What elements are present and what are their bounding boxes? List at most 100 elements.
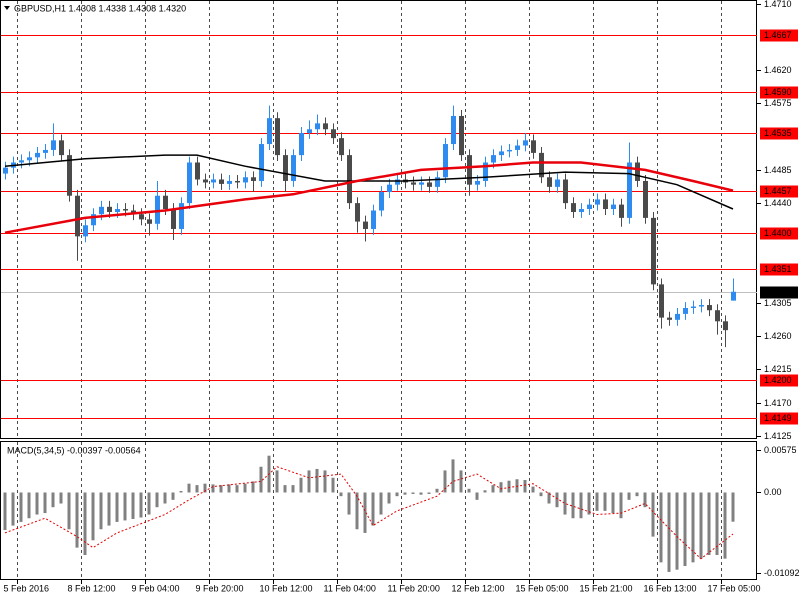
candle-body: [667, 317, 672, 320]
macd-bar: [443, 470, 447, 493]
macd-bar: [203, 483, 207, 493]
candle-body: [547, 177, 552, 187]
candle-body: [347, 155, 352, 204]
candle-body: [731, 291, 736, 301]
candle-body: [3, 167, 8, 174]
candle-body: [707, 305, 712, 311]
candle-body: [523, 140, 528, 146]
macd-bar: [699, 492, 703, 559]
level-label: 1.4667: [764, 30, 792, 40]
candle-body: [411, 182, 416, 185]
macd-bar: [99, 492, 103, 530]
level-label: 1.4590: [764, 87, 792, 97]
macd-bar: [139, 492, 143, 518]
candle-body: [395, 179, 400, 185]
macd-bar: [427, 492, 431, 494]
macd-bar: [411, 492, 415, 494]
macd-bar: [131, 492, 135, 519]
x-tick-label: 9 Feb 20:00: [196, 583, 244, 593]
candle-body: [155, 195, 160, 224]
macd-bar: [339, 492, 343, 497]
current-price-box: [760, 286, 798, 299]
x-tick-label: 15 Feb 21:00: [580, 583, 633, 593]
macd-bar: [571, 492, 575, 519]
y-tick-label: 1.4485: [764, 165, 792, 175]
macd-bar: [331, 477, 335, 493]
candle-body: [363, 221, 368, 229]
candle-body: [691, 306, 696, 309]
macd-bar: [171, 492, 175, 500]
macd-bar: [379, 492, 383, 515]
candle-body: [339, 138, 344, 156]
candle-body: [99, 206, 104, 215]
macd-bar: [259, 466, 263, 493]
candle-body: [35, 152, 40, 158]
candle-body: [563, 179, 568, 204]
candle-body: [459, 115, 464, 156]
candle-body: [323, 123, 328, 130]
candle-body: [163, 195, 168, 210]
macd-bar: [595, 492, 599, 511]
macd-bar: [635, 492, 639, 497]
macd-bar: [19, 492, 23, 522]
macd-bar: [579, 492, 583, 519]
macd-bar: [643, 492, 647, 508]
candle-body: [371, 210, 376, 229]
candle-body: [27, 157, 32, 161]
macd-bar: [659, 492, 663, 563]
candle-body: [235, 180, 240, 183]
candle-body: [635, 162, 640, 181]
candle-body: [115, 209, 120, 212]
macd-bar: [451, 459, 455, 493]
moving-average: [4, 154, 734, 210]
macd-bar: [715, 492, 719, 555]
macd-label: MACD(5,34,5) -0.00397 -0.00564: [7, 445, 141, 455]
macd-bar: [531, 486, 535, 493]
macd-bar: [491, 485, 495, 493]
macd-bar: [283, 485, 287, 493]
macd-bar: [475, 492, 479, 500]
macd-bar: [667, 492, 671, 572]
candle-body: [283, 155, 288, 181]
y-tick-label: -0.01092: [764, 568, 800, 578]
candle-body: [307, 129, 312, 133]
macd-bar: [155, 492, 159, 508]
macd-bar: [651, 492, 655, 537]
candle-body: [43, 149, 48, 153]
price-panel: [0, 0, 757, 439]
macd-bar: [419, 492, 423, 495]
candle-body: [587, 204, 592, 210]
macd-bar: [507, 480, 511, 493]
macd-panel: [0, 441, 757, 580]
macd-bar: [75, 492, 79, 548]
x-tick-label: 11 Feb 20:00: [388, 583, 440, 593]
macd-bar: [275, 470, 279, 493]
macd-bar: [371, 492, 375, 526]
y-tick-label: 1.4710: [764, 0, 792, 9]
macd-bar: [555, 492, 559, 508]
candle-body: [267, 118, 272, 145]
level-label-box: [760, 185, 798, 198]
candle-body: [219, 179, 224, 184]
macd-bar: [619, 492, 623, 519]
x-tick-label: 9 Feb 04:00: [132, 583, 180, 593]
macd-bar: [355, 492, 359, 530]
candle-body: [515, 145, 520, 150]
candle-body: [67, 155, 72, 196]
candle-body: [683, 308, 688, 314]
macd-bar: [51, 492, 55, 508]
candle-body: [75, 195, 80, 237]
x-tick-label: 5 Feb 2016: [4, 583, 50, 593]
candle-body: [195, 162, 200, 180]
macd-bar: [723, 492, 727, 559]
level-label-box: [760, 29, 798, 42]
chart-title: GBPUSD,H1 1.4308 1.4338 1.4308 1.4320: [14, 3, 186, 13]
macd-bar: [563, 492, 567, 515]
macd-bar: [707, 492, 711, 555]
candle-body: [83, 225, 88, 237]
macd-bar: [147, 492, 151, 515]
macd-bar: [59, 492, 63, 504]
macd-bar: [347, 492, 351, 515]
